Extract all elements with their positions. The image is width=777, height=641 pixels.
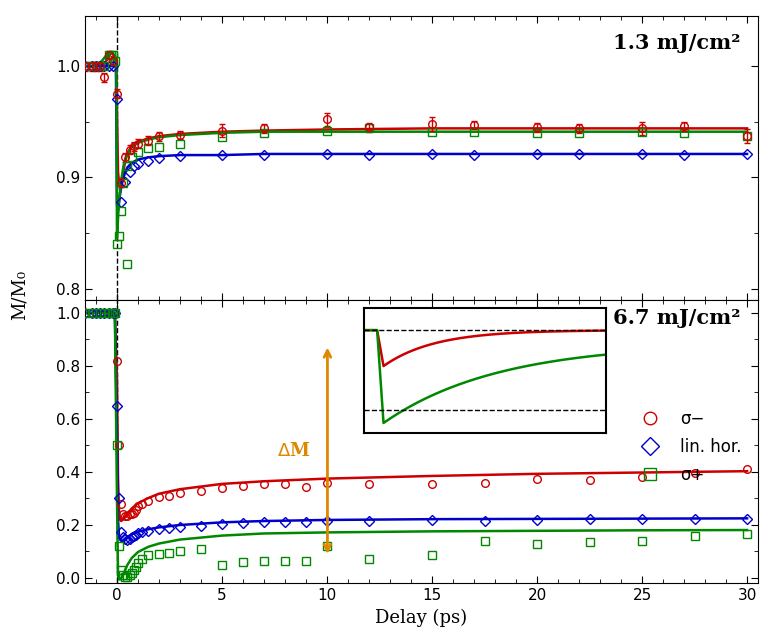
Text: M/M₀: M/M₀	[10, 270, 29, 320]
Legend: σ−, lin. hor., σ+: σ−, lin. hor., σ+	[626, 403, 748, 491]
Text: 6.7 mJ/cm²: 6.7 mJ/cm²	[613, 308, 740, 328]
X-axis label: Delay (ps): Delay (ps)	[375, 609, 468, 627]
Text: 1.3 mJ/cm²: 1.3 mJ/cm²	[613, 33, 740, 53]
Text: $\Delta$M: $\Delta$M	[277, 442, 311, 460]
